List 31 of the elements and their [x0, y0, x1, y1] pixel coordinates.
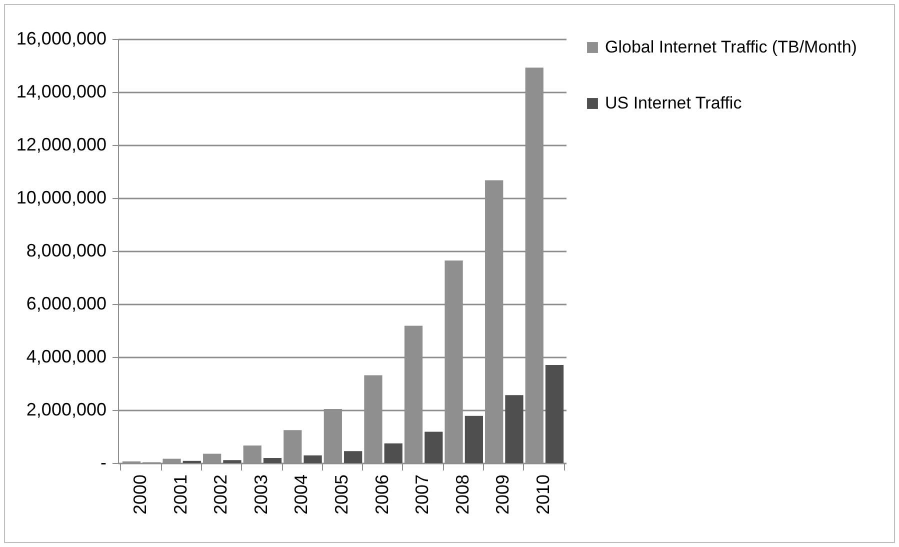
y-tick-label: 2,000,000 — [26, 400, 106, 420]
legend-label: Global Internet Traffic (TB/Month) — [605, 38, 857, 56]
y-tick-label: - — [100, 452, 106, 472]
x-tick-label: 2009 — [492, 474, 513, 515]
x-tick-label: 2006 — [372, 474, 392, 515]
bar — [304, 455, 322, 463]
x-tick-label: 2002 — [210, 474, 231, 515]
x-tick-label: 2008 — [452, 474, 472, 515]
y-tick-label: 10,000,000 — [16, 188, 106, 208]
x-tick-label: 2001 — [170, 474, 190, 515]
bar — [223, 460, 242, 463]
bar — [424, 432, 443, 463]
y-tick-label: 12,000,000 — [16, 134, 106, 154]
y-tick-label: 4,000,000 — [26, 346, 106, 366]
bar — [505, 395, 524, 463]
y-tick-label: 6,000,000 — [26, 294, 106, 314]
x-tick-label: 2005 — [332, 474, 352, 515]
bar — [545, 364, 564, 463]
bar — [464, 416, 484, 463]
x-tick-label: 2000 — [130, 474, 150, 515]
x-tick-label: 2010 — [532, 474, 553, 515]
bar — [344, 451, 362, 463]
bar — [263, 458, 282, 463]
y-tick-label: 14,000,000 — [16, 82, 106, 102]
y-tick-label: 8,000,000 — [26, 240, 106, 260]
x-tick-label: 2004 — [291, 474, 312, 515]
y-tick-label: 16,000,000 — [16, 28, 106, 48]
legend-label: US Internet Traffic — [605, 94, 742, 112]
x-tick-label: 2003 — [250, 474, 271, 515]
bar — [384, 443, 402, 463]
x-tick-label: 2007 — [412, 474, 432, 515]
